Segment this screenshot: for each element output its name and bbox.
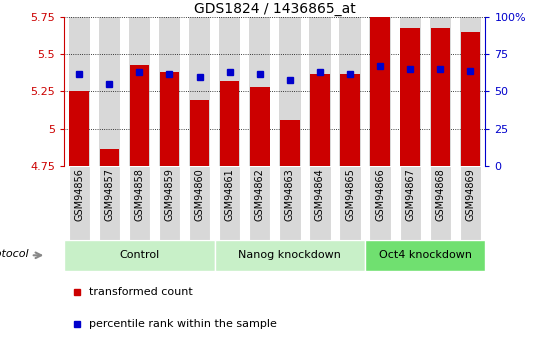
Bar [339,166,360,240]
Bar [431,28,450,166]
Text: protocol: protocol [0,249,29,259]
Bar [99,149,119,166]
Bar [369,166,391,240]
Title: GDS1824 / 1436865_at: GDS1824 / 1436865_at [194,2,355,16]
Text: GSM94867: GSM94867 [405,168,415,221]
Bar [280,120,300,166]
Bar [249,17,271,166]
Text: GSM94857: GSM94857 [104,168,114,221]
Bar [369,17,391,166]
Bar [99,166,120,240]
Bar [220,81,239,166]
Bar [69,17,90,166]
Bar [400,166,421,240]
Text: GSM94869: GSM94869 [465,168,475,220]
Bar [310,73,330,166]
Bar [129,166,150,240]
Text: GSM94864: GSM94864 [315,168,325,220]
Bar [401,28,420,166]
Bar [340,73,360,166]
Text: GSM94861: GSM94861 [225,168,235,220]
Bar [371,17,390,166]
Bar [460,17,481,166]
Text: GSM94856: GSM94856 [74,168,84,221]
Text: Control: Control [119,250,160,260]
Bar [99,17,120,166]
Bar [160,72,179,166]
Bar [189,166,210,240]
Text: GSM94860: GSM94860 [195,168,205,220]
Text: GSM94863: GSM94863 [285,168,295,220]
Bar [249,166,271,240]
Text: GSM94858: GSM94858 [134,168,145,221]
Bar [309,166,331,240]
Bar [219,17,240,166]
Bar [190,100,209,166]
Bar [159,166,180,240]
Bar [460,166,481,240]
Bar [64,240,215,271]
Bar [430,17,451,166]
Bar [250,87,270,166]
Bar [219,166,240,240]
Bar [400,17,421,166]
Text: GSM94866: GSM94866 [375,168,385,220]
Bar [69,91,89,166]
Bar [159,17,180,166]
Bar [461,32,480,166]
Bar [215,240,365,271]
Text: percentile rank within the sample: percentile rank within the sample [89,319,277,329]
Bar [365,240,485,271]
Bar [69,166,90,240]
Bar [129,65,149,166]
Text: GSM94865: GSM94865 [345,168,355,221]
Bar [279,17,301,166]
Bar [430,166,451,240]
Text: transformed count: transformed count [89,287,193,297]
Bar [129,17,150,166]
Text: GSM94868: GSM94868 [435,168,445,220]
Text: Nanog knockdown: Nanog knockdown [238,250,341,260]
Bar [339,17,360,166]
Text: GSM94859: GSM94859 [165,168,175,221]
Bar [279,166,301,240]
Bar [309,17,331,166]
Text: Oct4 knockdown: Oct4 knockdown [379,250,472,260]
Bar [189,17,210,166]
Text: GSM94862: GSM94862 [255,168,264,221]
